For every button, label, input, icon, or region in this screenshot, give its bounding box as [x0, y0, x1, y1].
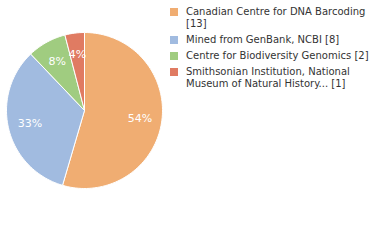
html-text:Canadian Centre for DNA Barcod: Canadian Centre for DNA Barcoding [13] [186, 6, 366, 29]
svg-text:54%: 54% [128, 112, 152, 125]
html-text:Smithsonian Institution, Natio: Smithsonian Institution, National Museum… [186, 66, 350, 89]
html-text:Mined from GenBank, NCBI [8]: Mined from GenBank, NCBI [8] [186, 34, 340, 45]
svg-text:4%: 4% [69, 48, 86, 61]
svg-text:8%: 8% [48, 55, 65, 68]
html-text:Centre for Biodiversity Genomi: Centre for Biodiversity Genomics [2] [186, 50, 369, 61]
svg-text:33%: 33% [18, 117, 42, 130]
